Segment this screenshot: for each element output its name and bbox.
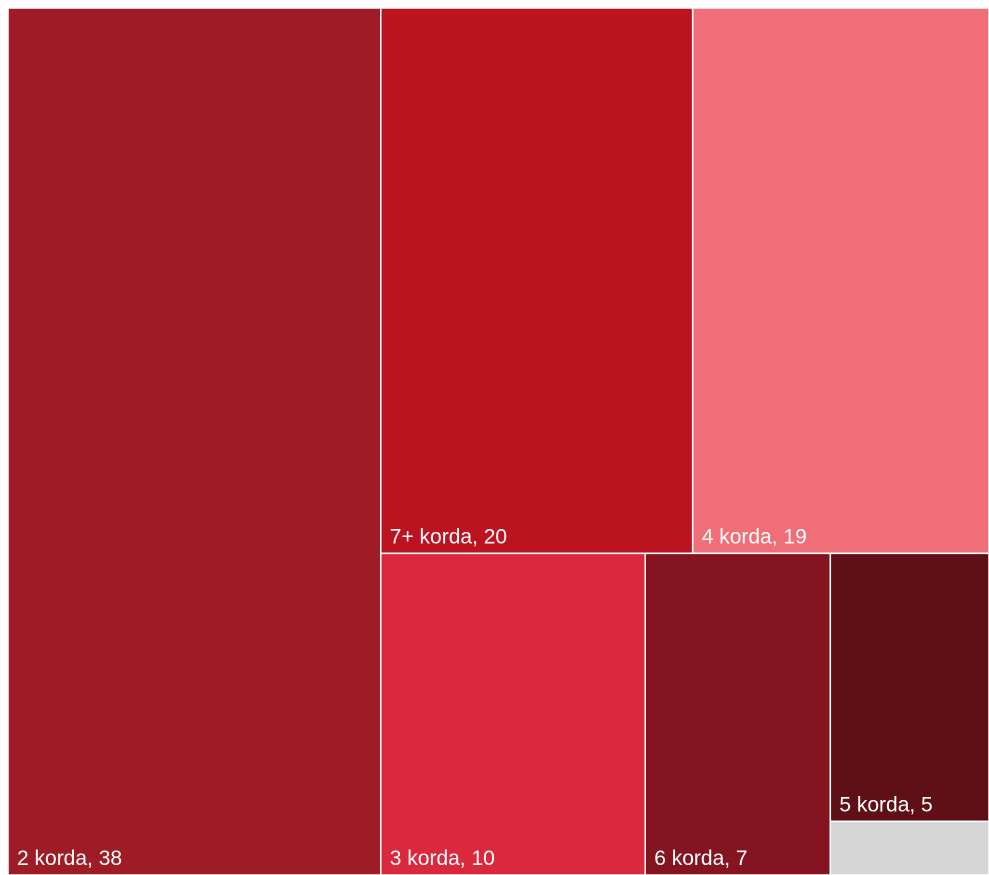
cell-label: 3 korda, 10 (390, 847, 495, 870)
treemap-cell (7, 7, 382, 875)
treemap-cell (380, 552, 646, 875)
treemap-cell (691, 7, 989, 555)
cell-label: 7+ korda, 20 (390, 525, 507, 548)
treemap-cell (829, 552, 989, 823)
treemap-cell (644, 552, 832, 875)
cell-label: 2 korda, 38 (17, 847, 122, 870)
cell-label: 5 korda, 5 (839, 793, 932, 816)
treemap-cell (829, 820, 989, 875)
cell-label: 6 korda, 7 (654, 847, 747, 870)
treemap-cell (380, 7, 694, 555)
cell-label: 4 korda, 19 (702, 525, 807, 548)
